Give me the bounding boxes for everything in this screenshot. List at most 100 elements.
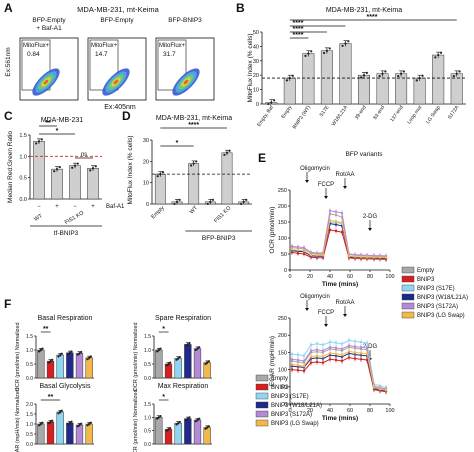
y-tick-label: 200: [278, 204, 287, 210]
legend-f-label: Empty: [271, 376, 288, 382]
x-tick-label: 80: [367, 408, 373, 414]
series-point: [309, 343, 313, 347]
chart-title: Max Respiration: [158, 383, 209, 390]
series-line: [291, 229, 387, 260]
data-point: [270, 101, 273, 104]
legend-e-label: BNIP3 (LG Swap): [417, 313, 465, 319]
bar: [75, 424, 84, 445]
bar: [432, 54, 445, 105]
injection-label: FCCP: [318, 182, 334, 188]
data-point: [173, 202, 176, 206]
data-point: [307, 52, 310, 55]
series-point: [340, 231, 344, 234]
construct-label: tf-BNIP3: [54, 230, 79, 237]
y-tick-label: 1.5: [144, 334, 151, 340]
y-axis-label: OCR (pmol/min) Normalized: [133, 389, 139, 452]
chart-title: MDA-MB-231: [41, 117, 84, 124]
bar: [193, 419, 202, 445]
bar: [69, 165, 81, 200]
y-tick-label: 20: [143, 159, 149, 165]
series-point: [302, 246, 306, 249]
x-tick-label: 60: [347, 408, 353, 414]
legend-e-label: BNIP3: [417, 277, 435, 283]
series-point: [365, 352, 369, 355]
data-point: [70, 420, 73, 423]
data-point: [167, 428, 170, 431]
y-tick-label: 10: [253, 88, 259, 94]
significance-marker: *: [176, 140, 179, 147]
y-tick-label: 50: [253, 30, 259, 36]
series-point: [328, 351, 332, 355]
bar: [174, 358, 182, 379]
data-point: [204, 427, 207, 430]
data-point: [60, 409, 63, 412]
series-point: [328, 209, 332, 212]
data-point: [157, 416, 160, 419]
data-point: [76, 162, 79, 165]
data-point: [196, 418, 199, 422]
data-point: [47, 361, 50, 364]
category-label: 83-end: [372, 105, 386, 121]
data-point: [165, 364, 168, 367]
flow-gate-label: MitoFlux+: [23, 43, 50, 49]
treatment-sign: +: [55, 204, 59, 210]
data-point: [59, 353, 62, 357]
data-point: [341, 44, 344, 47]
data-point: [156, 350, 159, 353]
series-point: [365, 256, 369, 259]
category-label: 137-end: [389, 105, 405, 124]
data-point: [360, 76, 363, 79]
bar: [155, 417, 163, 445]
y-tick-label: 50: [281, 385, 287, 391]
data-point: [273, 99, 276, 102]
data-point: [157, 348, 160, 352]
category-label: BNIP3 (WT): [292, 104, 313, 130]
y-tick-label: 1.5: [19, 133, 27, 139]
treatment-sign: −: [73, 204, 77, 210]
y-tick-label: 1.0: [26, 422, 33, 428]
data-point: [209, 200, 212, 203]
data-point: [185, 344, 188, 347]
y-tick-label: 0: [256, 102, 259, 108]
bar: [46, 360, 55, 379]
data-point: [47, 422, 50, 425]
data-point: [88, 422, 91, 426]
data-point: [39, 422, 42, 426]
bar: [85, 423, 93, 445]
series-point: [353, 255, 357, 258]
category-label: Empty, Baf: [256, 104, 275, 128]
data-point: [195, 160, 198, 163]
legend-f-label: BNIP3 (W18/L21A): [271, 403, 322, 409]
legend-f-label: BNIP3 (LG Swap): [271, 421, 319, 427]
series-point: [296, 245, 300, 249]
construct-label: BFP-BNIP3: [202, 235, 236, 242]
data-point: [204, 362, 207, 366]
data-point: [71, 166, 74, 169]
series-point: [302, 364, 306, 368]
series-point: [340, 359, 344, 363]
series-point: [296, 353, 300, 357]
series-point: [296, 248, 300, 252]
data-point: [57, 355, 60, 358]
series-line: [291, 339, 387, 388]
significance-marker: **: [45, 120, 51, 127]
panel-letter-e: E: [258, 151, 266, 165]
series-point: [309, 361, 313, 364]
bar: [154, 173, 166, 205]
group-label: Empty: [150, 205, 165, 220]
y-tick-label: 0.0: [19, 197, 27, 203]
legend-e-label: BNIP3 (S17E): [417, 286, 455, 292]
data-point: [159, 347, 162, 350]
y-tick-label: 30: [143, 138, 149, 144]
data-point: [80, 350, 83, 354]
data-point: [91, 167, 95, 170]
data-point: [76, 425, 79, 428]
series-point: [290, 368, 294, 371]
data-point: [161, 170, 165, 174]
series-point: [334, 213, 338, 217]
bar: [188, 163, 200, 205]
x-tick-label: 20: [307, 274, 313, 280]
significance-marker: ****: [188, 122, 199, 129]
series-point: [296, 363, 300, 367]
y-axis-label: OCR (pmol/min) Normalized: [15, 322, 21, 391]
